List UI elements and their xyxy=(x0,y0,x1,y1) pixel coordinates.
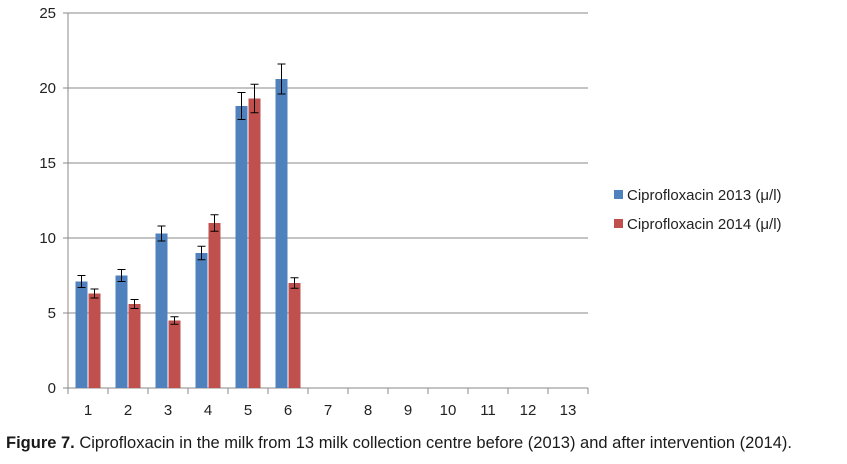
y-tick-label: 25 xyxy=(39,5,56,22)
bar-series2-cat6 xyxy=(288,283,301,388)
bar-series2-cat1 xyxy=(88,293,101,388)
bar-series1-cat4 xyxy=(195,253,208,388)
y-axis-ticks: 0 5 10 15 20 25 xyxy=(39,5,68,397)
bar-series2-cat2 xyxy=(128,304,141,388)
legend-swatch-2 xyxy=(614,219,623,228)
bar-series1-cat6 xyxy=(275,79,288,388)
x-tick-label: 4 xyxy=(204,402,212,419)
y-tick-label: 20 xyxy=(39,80,56,97)
x-tick-label: 5 xyxy=(244,402,252,419)
bar-series2-cat5 xyxy=(248,98,261,388)
x-axis-ticks: 1 2 3 4 5 6 7 8 9 10 11 12 13 xyxy=(67,388,589,419)
bars xyxy=(75,63,301,388)
x-tick-label: 10 xyxy=(440,402,457,419)
legend-swatch-1 xyxy=(614,190,623,199)
legend: Ciprofloxacin 2013 (μ/l) Ciprofloxacin 20… xyxy=(614,187,782,233)
caption-label: Figure 7. xyxy=(6,434,75,452)
x-tick-label: 11 xyxy=(480,402,496,419)
legend-label-1: Ciprofloxacin 2013 (μ/l) xyxy=(627,187,782,204)
x-tick-label: 12 xyxy=(520,402,537,419)
y-tick-label: 0 xyxy=(48,380,56,397)
x-tick-label: 3 xyxy=(164,402,172,419)
y-tick-label: 5 xyxy=(48,305,56,322)
x-tick-label: 2 xyxy=(124,402,132,419)
bar-series1-cat5 xyxy=(235,106,248,388)
x-tick-label: 6 xyxy=(284,402,292,419)
x-tick-label: 7 xyxy=(324,402,332,419)
y-tick-label: 15 xyxy=(39,155,56,172)
bar-series1-cat3 xyxy=(155,233,168,388)
x-tick-label: 8 xyxy=(364,402,372,419)
legend-label-2: Ciprofloxacin 2014 (μ/l) xyxy=(627,216,782,233)
x-tick-label: 13 xyxy=(560,402,577,419)
caption-text: Ciprofloxacin in the milk from 13 milk c… xyxy=(74,434,792,452)
y-tick-label: 10 xyxy=(39,230,56,247)
gridlines xyxy=(67,12,588,389)
x-tick-label: 9 xyxy=(404,402,412,419)
bar-series1-cat1 xyxy=(75,281,88,388)
x-tick-label: 1 xyxy=(84,402,92,419)
bar-series2-cat4 xyxy=(208,223,221,388)
bar-series1-cat2 xyxy=(115,275,128,388)
bar-series2-cat3 xyxy=(168,320,181,388)
figure-caption: Figure 7. Ciprofloxacin in the milk from… xyxy=(6,434,846,453)
